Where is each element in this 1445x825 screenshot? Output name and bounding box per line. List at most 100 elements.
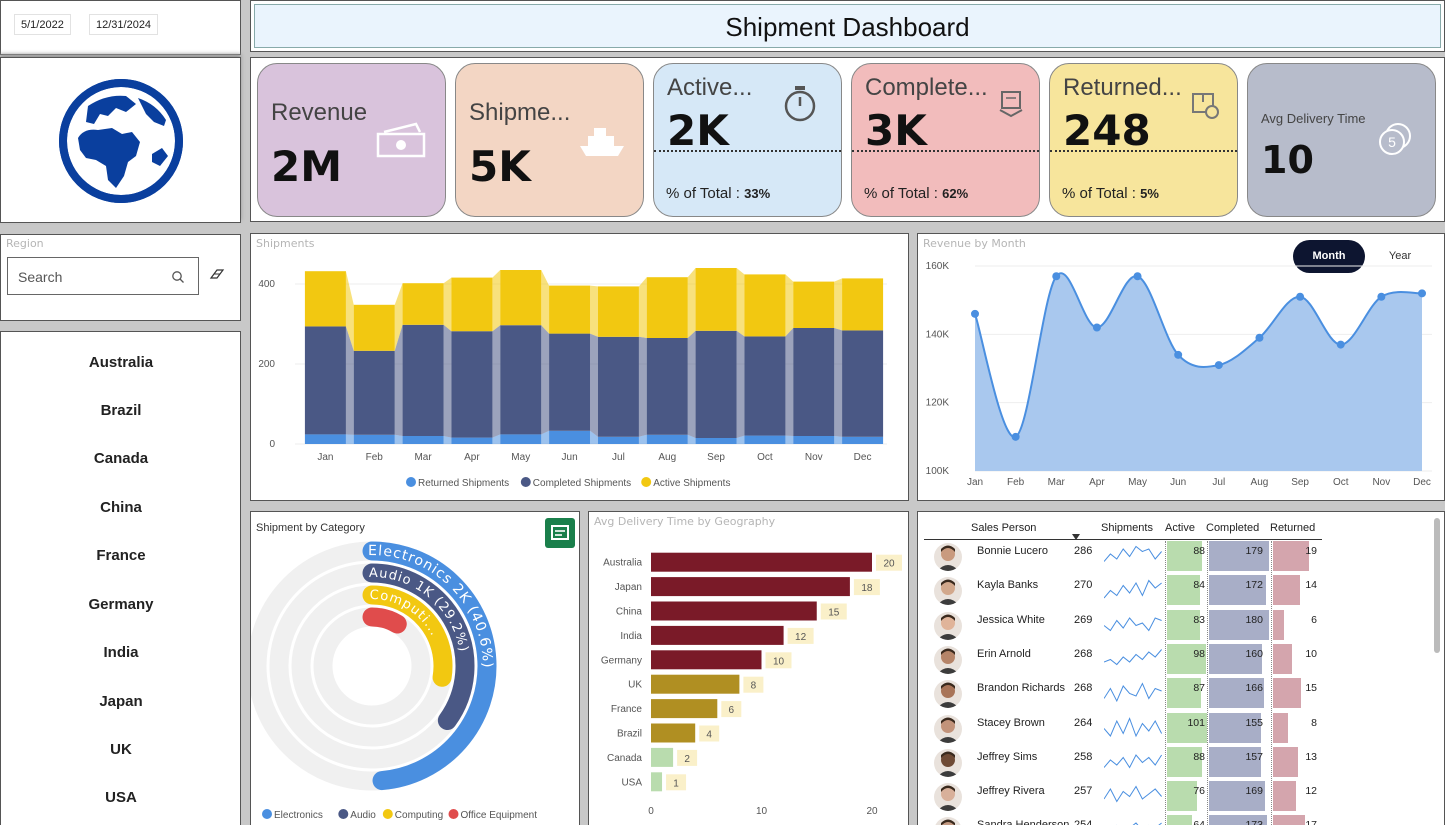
- shipments-bar-returned-shipments[interactable]: [744, 435, 786, 444]
- region-item-india[interactable]: India: [103, 644, 139, 661]
- region-item-brazil[interactable]: Brazil: [100, 402, 142, 419]
- table-row[interactable]: Bonnie Lucero 286 88 179 19: [924, 541, 1344, 575]
- category-arc-office-equipment[interactable]: [362, 607, 407, 634]
- shipments-bar-completed-shipments[interactable]: [842, 330, 884, 437]
- search-icon[interactable]: [171, 270, 185, 284]
- shipments-bar-active-shipments[interactable]: [646, 277, 688, 338]
- legend-label[interactable]: Computing: [395, 810, 443, 821]
- shipments-bar-completed-shipments[interactable]: [744, 336, 786, 436]
- category-arc-audio[interactable]: [362, 563, 475, 730]
- revenue-point[interactable]: [1011, 432, 1020, 441]
- shipments-bar-active-shipments[interactable]: [695, 268, 737, 331]
- shipments-bar-returned-shipments[interactable]: [842, 436, 884, 444]
- revenue-point[interactable]: [1092, 323, 1101, 332]
- region-item-germany[interactable]: Germany: [88, 596, 154, 613]
- legend-label[interactable]: Completed Shipments: [533, 478, 631, 489]
- geo-bar[interactable]: [651, 650, 762, 670]
- legend-label[interactable]: Audio: [350, 810, 376, 821]
- revenue-point[interactable]: [1296, 292, 1305, 301]
- shipments-bar-completed-shipments[interactable]: [353, 350, 395, 435]
- eraser-icon[interactable]: [209, 268, 225, 280]
- shipments-bar-returned-shipments[interactable]: [500, 434, 542, 444]
- shipments-bar-active-shipments[interactable]: [402, 283, 444, 325]
- category-arc-computing[interactable]: [362, 585, 453, 687]
- geo-bar[interactable]: [651, 674, 740, 694]
- revenue-point[interactable]: [1418, 289, 1426, 298]
- shipments-bar-completed-shipments[interactable]: [793, 328, 835, 436]
- header-shipments[interactable]: Shipments: [1101, 522, 1153, 534]
- geo-bar[interactable]: [651, 577, 850, 597]
- shipments-bar-active-shipments[interactable]: [793, 281, 835, 328]
- kpi-card-active[interactable]: Active... 2K % of Total : 33%: [653, 63, 842, 217]
- header-active[interactable]: Active: [1165, 522, 1195, 534]
- shipments-bar-completed-shipments[interactable]: [402, 324, 444, 436]
- geo-bar[interactable]: [651, 699, 718, 719]
- revenue-point[interactable]: [1174, 350, 1183, 359]
- table-row[interactable]: Sandra Henderson 254 64 173 17: [924, 815, 1344, 825]
- kpi-card-returned[interactable]: Returned... 248 % of Total : 5%: [1049, 63, 1238, 217]
- shipments-bar-active-shipments[interactable]: [500, 270, 542, 326]
- shipments-bar-completed-shipments[interactable]: [451, 331, 493, 438]
- shipments-bar-returned-shipments[interactable]: [402, 436, 444, 444]
- region-search-input[interactable]: Search: [7, 257, 199, 295]
- start-date-input[interactable]: 5/1/2022: [14, 14, 71, 35]
- legend-label[interactable]: Office Equipment: [461, 810, 538, 821]
- region-item-china[interactable]: China: [100, 499, 142, 516]
- year-toggle-button[interactable]: Year: [1388, 250, 1412, 262]
- shipments-bar-returned-shipments[interactable]: [304, 434, 346, 444]
- geo-bar[interactable]: [651, 601, 817, 621]
- shipments-bar-returned-shipments[interactable]: [353, 434, 395, 444]
- revenue-point[interactable]: [1255, 333, 1264, 342]
- category-arc-electronics[interactable]: [362, 541, 497, 791]
- table-view-icon[interactable]: [545, 518, 575, 548]
- table-row[interactable]: Kayla Banks 270 84 172 14: [924, 575, 1344, 609]
- kpi-card-revenue[interactable]: Revenue 2M: [257, 63, 446, 217]
- shipments-bar-completed-shipments[interactable]: [695, 330, 737, 438]
- shipments-bar-completed-shipments[interactable]: [597, 336, 639, 437]
- shipments-bar-returned-shipments[interactable]: [646, 434, 688, 444]
- revenue-point[interactable]: [1377, 292, 1386, 301]
- revenue-point[interactable]: [1052, 272, 1061, 281]
- table-row[interactable]: Brandon Richards 268 87 166 15: [924, 678, 1344, 712]
- legend-label[interactable]: Active Shipments: [653, 478, 730, 489]
- revenue-point[interactable]: [1214, 361, 1223, 370]
- shipments-bar-completed-shipments[interactable]: [646, 338, 688, 435]
- geo-bar[interactable]: [651, 552, 872, 572]
- scrollbar[interactable]: [1434, 518, 1440, 653]
- geo-bar[interactable]: [651, 772, 663, 792]
- shipments-bar-returned-shipments[interactable]: [695, 438, 737, 444]
- region-item-france[interactable]: France: [96, 547, 146, 564]
- kpi-card-shipments[interactable]: Shipme... 5K: [455, 63, 644, 217]
- header-returned[interactable]: Returned: [1270, 522, 1316, 534]
- revenue-point[interactable]: [1133, 272, 1142, 281]
- shipments-bar-active-shipments[interactable]: [597, 286, 639, 337]
- shipments-bar-completed-shipments[interactable]: [304, 326, 346, 435]
- revenue-point[interactable]: [1336, 340, 1345, 349]
- header-completed[interactable]: Completed: [1206, 522, 1260, 534]
- table-row[interactable]: Jessica White 269 83 180 6: [924, 609, 1344, 644]
- region-item-uk[interactable]: UK: [110, 741, 132, 758]
- shipments-bar-active-shipments[interactable]: [304, 271, 346, 327]
- region-item-japan[interactable]: Japan: [99, 693, 143, 710]
- table-row[interactable]: Jeffrey Sims 258 88 157 13: [924, 746, 1344, 781]
- shipments-bar-active-shipments[interactable]: [744, 274, 786, 337]
- shipments-bar-returned-shipments[interactable]: [549, 430, 591, 444]
- region-item-usa[interactable]: USA: [105, 789, 137, 806]
- shipments-bar-active-shipments[interactable]: [353, 304, 395, 351]
- month-toggle-button[interactable]: Month: [1293, 240, 1365, 273]
- shipments-bar-returned-shipments[interactable]: [451, 437, 493, 444]
- shipments-bar-active-shipments[interactable]: [451, 277, 493, 332]
- shipments-bar-active-shipments[interactable]: [549, 285, 591, 334]
- shipments-bar-active-shipments[interactable]: [842, 278, 884, 331]
- legend-label[interactable]: Returned Shipments: [418, 478, 509, 489]
- region-item-australia[interactable]: Australia: [88, 354, 154, 371]
- shipments-bar-completed-shipments[interactable]: [500, 325, 542, 435]
- shipments-bar-returned-shipments[interactable]: [793, 436, 835, 444]
- kpi-card-delivery[interactable]: Avg Delivery Time 10 5: [1247, 63, 1436, 217]
- geo-bar[interactable]: [651, 625, 784, 645]
- shipments-bar-returned-shipments[interactable]: [597, 436, 639, 444]
- table-row[interactable]: Erin Arnold 268 98 160 10: [924, 643, 1344, 678]
- end-date-input[interactable]: 12/31/2024: [89, 14, 159, 35]
- kpi-card-completed[interactable]: Complete... 3K % of Total : 62%: [851, 63, 1040, 217]
- sort-desc-icon[interactable]: [1072, 534, 1080, 540]
